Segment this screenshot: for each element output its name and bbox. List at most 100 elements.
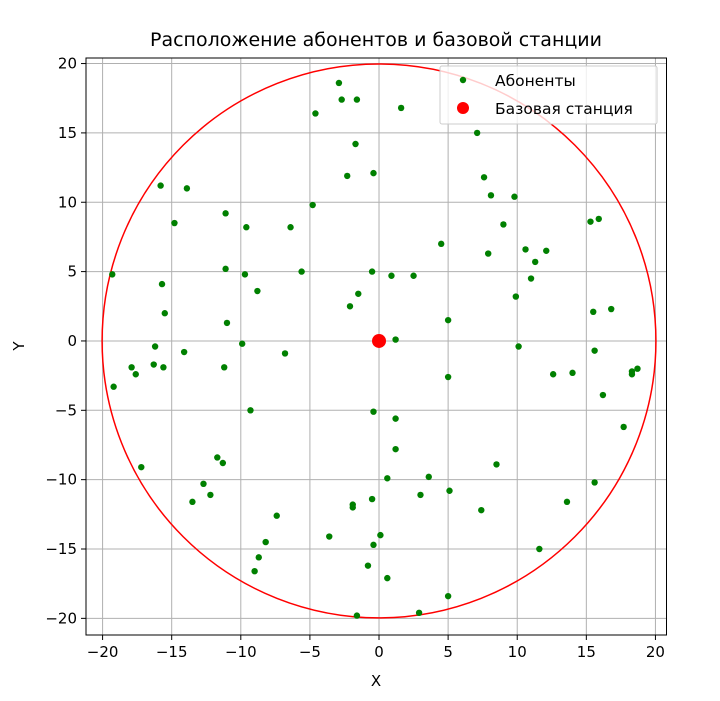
subscriber-point (480, 174, 488, 181)
subscriber-point (425, 473, 432, 481)
legend-marker-subscribers (459, 76, 467, 84)
subscriber-point (384, 475, 391, 482)
subscriber-point (628, 371, 636, 378)
subscriber-point (590, 308, 597, 316)
subscriber-point (392, 336, 399, 343)
subscriber-point (595, 215, 602, 223)
subscriber-point (309, 201, 316, 209)
subscriber-point (160, 364, 167, 371)
plot-frame (85, 57, 667, 636)
subscriber-point (222, 265, 229, 273)
subscriber-point (238, 340, 246, 347)
subscriber-point (221, 364, 228, 371)
subscriber-point (364, 562, 372, 569)
legend: Абоненты Базовая станция (439, 65, 658, 125)
subscriber-point (392, 445, 399, 453)
y-tick-label: 20 (58, 55, 77, 73)
subscriber-point (377, 531, 384, 539)
subscriber-point (183, 185, 191, 192)
subscriber-point (161, 310, 168, 317)
subscriber-point (222, 210, 229, 217)
coverage-circle (101, 63, 657, 619)
subscriber-point (368, 268, 376, 275)
subscriber-point (446, 487, 453, 494)
subscriber-point (493, 461, 500, 468)
subscriber-point (273, 512, 280, 519)
subscriber-point (353, 96, 361, 103)
subscriber-point (281, 350, 289, 357)
x-tick-label: −15 (156, 643, 188, 661)
subscriber-point (591, 479, 598, 486)
subscriber-point (207, 491, 214, 499)
subscriber-point (569, 369, 576, 377)
subscriber-point (487, 192, 495, 199)
subscriber-point (536, 545, 543, 553)
subscriber-point (151, 343, 159, 350)
subscriber-point (138, 463, 145, 471)
y-tick-label: 5 (67, 263, 77, 281)
subscriber-point (200, 480, 207, 488)
x-tick-label: −10 (225, 643, 257, 661)
subscriber-point (599, 391, 607, 399)
subscriber-point (415, 609, 423, 617)
subscriber-point (344, 172, 351, 180)
legend-label-subscribers: Абоненты (495, 72, 576, 90)
subscriber-point (410, 272, 417, 279)
subscriber-point (287, 224, 294, 231)
chart-title: Расположение абонентов и базовой станции (150, 29, 602, 51)
subscriber-point (171, 219, 178, 227)
subscriber-point (543, 247, 550, 254)
subscriber-point (241, 271, 249, 278)
subscriber-point (109, 271, 116, 278)
subscriber-point (473, 129, 481, 137)
subscriber-point (298, 268, 305, 275)
y-tick-label: −20 (45, 609, 77, 627)
y-tick-label: −10 (45, 471, 77, 489)
subscriber-point (352, 140, 359, 148)
y-tick-label: 10 (58, 193, 77, 211)
base-station-point (372, 333, 387, 348)
y-axis-label: Y (10, 341, 28, 352)
subscriber-point (157, 182, 164, 189)
subscriber-point (255, 554, 262, 561)
y-tick-label: −15 (45, 540, 77, 558)
subscriber-point (132, 371, 139, 378)
subscriber-point (438, 240, 445, 248)
x-axis-label: X (371, 672, 381, 690)
subscriber-point (243, 224, 250, 231)
subscriber-point (370, 541, 377, 549)
subscriber-point (485, 250, 492, 257)
subscriber-point (368, 495, 376, 503)
subscriber-point (247, 407, 254, 414)
y-tick-label: −5 (55, 401, 77, 419)
subscriber-point (634, 365, 641, 372)
subscriber-point (312, 110, 319, 117)
subscriber-point (110, 383, 117, 390)
subscriber-point (150, 361, 157, 368)
x-tick-label: −20 (87, 643, 119, 661)
subscriber-point (180, 348, 188, 356)
legend-label-base-station: Базовая станция (495, 100, 633, 118)
subscriber-point (417, 491, 424, 499)
subscriber-point (158, 280, 166, 288)
subscriber-point (608, 305, 615, 313)
x-tick-label: −5 (299, 643, 321, 661)
subscriber-point (587, 218, 594, 225)
subscriber-point (353, 612, 361, 619)
x-tick-label: 5 (443, 643, 453, 661)
subscriber-point (388, 272, 395, 279)
subscriber-point (549, 371, 557, 378)
subscriber-point (392, 415, 399, 422)
subscriber-point (251, 567, 258, 575)
subscriber-point (355, 290, 362, 297)
subscriber-point (512, 293, 520, 300)
x-tick-label: 20 (646, 643, 665, 661)
subscriber-point (444, 316, 452, 324)
subscriber-point (223, 319, 231, 327)
y-tick-label: 0 (67, 332, 77, 350)
legend-box (439, 65, 658, 125)
subscriber-point (444, 592, 452, 600)
subscriber-point (349, 504, 356, 511)
x-tick-label: 15 (577, 643, 596, 661)
subscriber-point (189, 498, 196, 506)
